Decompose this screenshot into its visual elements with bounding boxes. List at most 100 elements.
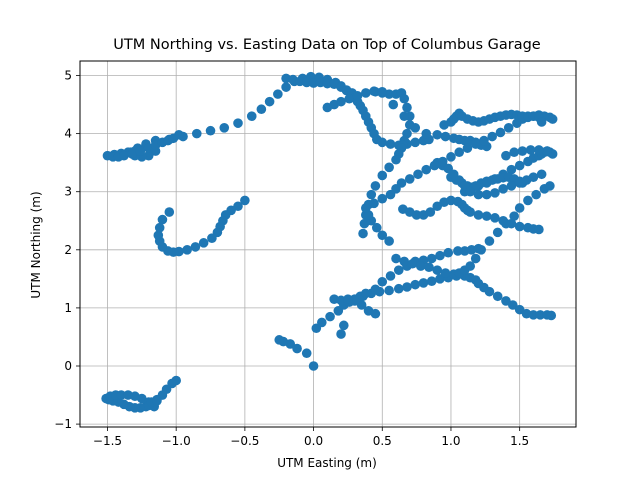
data-point (525, 145, 536, 155)
data-point (366, 189, 377, 200)
data-point (308, 78, 319, 88)
data-point (546, 310, 557, 321)
data-point (413, 169, 423, 180)
data-point (273, 89, 283, 99)
data-point (399, 256, 410, 267)
data-point (498, 184, 508, 194)
y-tick-label: 5 (64, 69, 72, 83)
y-axis-ticks: −1 0 1 2 3 4 5 (54, 69, 80, 431)
data-point (391, 253, 401, 264)
x-tick-label: 1.5 (510, 434, 529, 448)
data-point (256, 104, 267, 115)
data-point (535, 310, 546, 320)
data-point (322, 78, 333, 89)
data-point (407, 258, 418, 269)
data-point (536, 117, 547, 127)
data-point (465, 186, 476, 197)
data-point (135, 146, 146, 156)
y-tick-label: 2 (64, 243, 72, 257)
data-point (119, 150, 129, 161)
y-tick-label: 0 (64, 359, 72, 373)
data-point (377, 276, 388, 287)
data-point (360, 288, 371, 299)
axes-frame (79, 60, 577, 428)
data-point (127, 149, 138, 159)
data-point (336, 329, 346, 339)
data-point (363, 306, 374, 316)
data-point (191, 128, 202, 139)
data-point (514, 160, 525, 171)
data-point (418, 278, 429, 288)
data-point (465, 261, 476, 271)
y-tick-label: 4 (64, 127, 72, 141)
data-point (371, 222, 382, 233)
data-point (205, 125, 216, 136)
data-point (399, 93, 410, 104)
data-point (399, 111, 410, 121)
data-point (487, 131, 497, 142)
data-point (404, 174, 415, 184)
data-point (325, 311, 335, 322)
data-point (415, 261, 426, 271)
data-point (264, 96, 275, 107)
data-point (358, 228, 368, 239)
data-point (369, 86, 379, 97)
data-point (429, 160, 440, 171)
data-point (369, 198, 379, 209)
data-point (531, 189, 541, 200)
x-tick-label: −1.0 (162, 434, 191, 448)
data-point (506, 181, 517, 191)
chart-title: UTM Northing vs. Easting Data on Top of … (113, 37, 540, 53)
x-tick-label: −0.5 (230, 434, 259, 448)
data-point (536, 169, 547, 180)
data-point (402, 282, 412, 292)
x-axis-label: UTM Easting (m) (277, 456, 377, 470)
y-tick-label: 3 (64, 185, 72, 199)
x-tick-label: −1.5 (93, 434, 122, 448)
data-point (391, 154, 401, 165)
data-point (432, 265, 443, 275)
data-point (233, 118, 243, 128)
data-point (396, 178, 407, 188)
data-point (528, 310, 539, 320)
data-point (344, 93, 355, 104)
y-tick-label: −1 (54, 417, 72, 431)
data-point (393, 283, 404, 294)
data-point (154, 222, 165, 233)
data-point (301, 348, 312, 359)
data-point (490, 213, 500, 223)
data-point (484, 236, 495, 246)
data-point (352, 91, 363, 101)
data-point (465, 207, 476, 217)
data-point (207, 233, 217, 243)
data-point (481, 189, 492, 200)
data-point (498, 215, 508, 226)
data-point (308, 361, 319, 371)
data-point (116, 390, 127, 400)
data-point (384, 236, 394, 246)
data-point (360, 203, 371, 213)
data-point (219, 123, 230, 133)
data-point (393, 265, 404, 275)
data-point (377, 137, 388, 148)
x-axis-ticks: −1.5 −1.0 −0.5 0.0 0.5 1.0 1.5 (93, 427, 529, 448)
data-point (501, 150, 511, 161)
data-point (377, 193, 388, 204)
data-point (370, 181, 381, 191)
data-point (281, 82, 291, 92)
data-point (421, 128, 432, 139)
data-point (492, 227, 503, 238)
data-point (152, 396, 162, 406)
data-point (425, 207, 436, 217)
data-point (402, 102, 412, 113)
data-point (301, 77, 312, 88)
data-point (153, 230, 164, 241)
data-point (174, 129, 184, 140)
data-point (274, 335, 285, 345)
data-point (454, 147, 465, 158)
data-point (506, 164, 517, 175)
x-tick-label: 1.0 (441, 434, 460, 448)
data-point (470, 139, 481, 149)
